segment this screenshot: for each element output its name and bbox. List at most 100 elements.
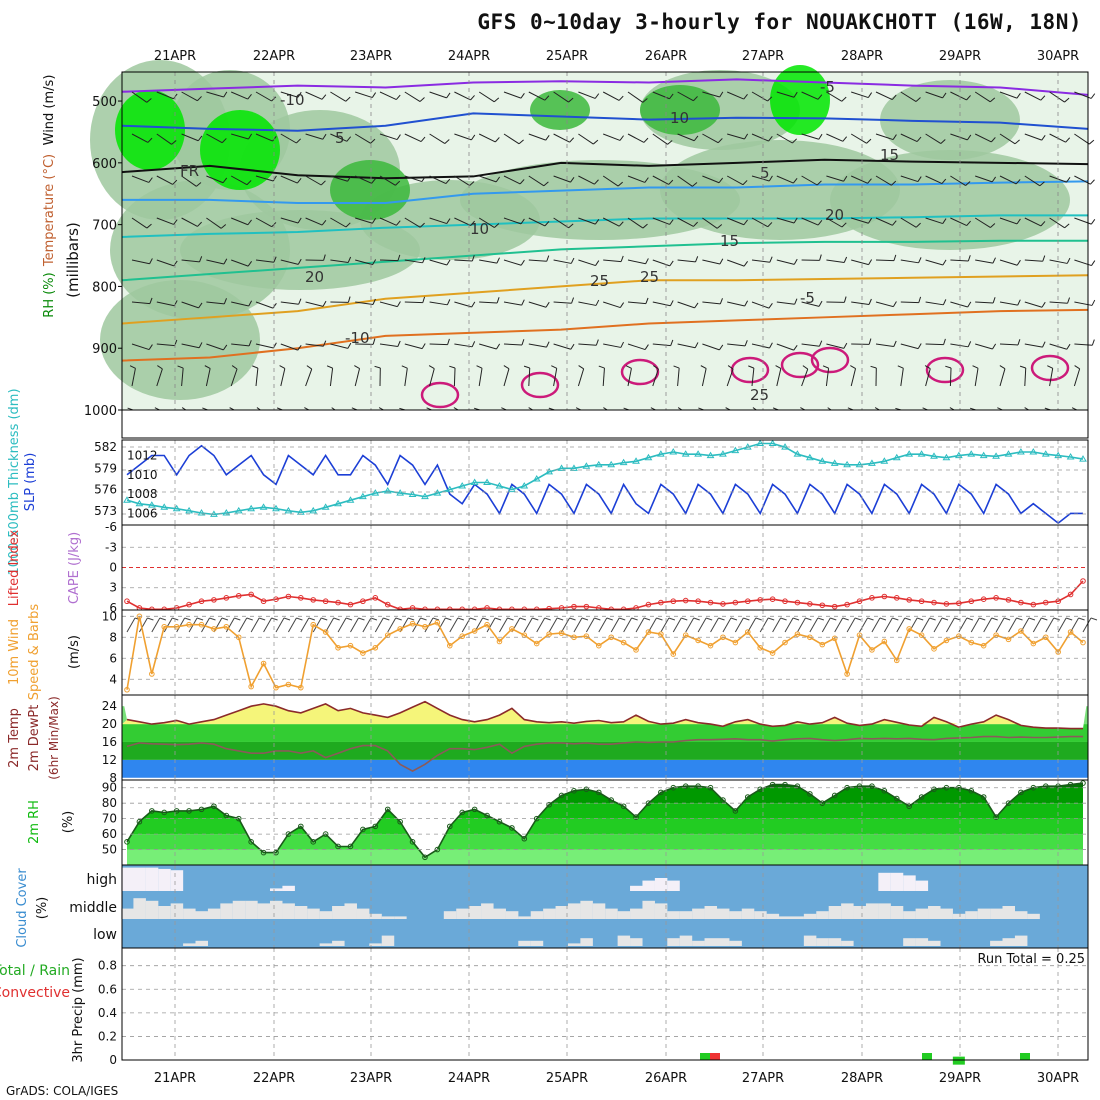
wind-barb	[126, 617, 136, 633]
wind-barb-flag	[470, 95, 475, 101]
wind-barb	[329, 368, 334, 387]
lifted-index-line-point	[260, 598, 267, 605]
wind-barb	[305, 91, 323, 100]
wind-barb	[330, 343, 348, 349]
wind-barb	[697, 617, 707, 633]
wind-barb-flag	[891, 180, 897, 186]
wind-barb	[305, 343, 324, 347]
wind-barb-flag	[308, 617, 315, 621]
rh-line-point	[658, 789, 664, 796]
wind-barb-flag	[719, 258, 724, 265]
wind-barb-flag	[967, 134, 972, 141]
wind-barb	[238, 617, 248, 633]
cloud-cell	[567, 903, 581, 919]
temperature-2m-panel: 24 20 16 12 8	[102, 694, 1089, 785]
rh-tick-label: 50	[102, 843, 117, 857]
wind-barb-flag	[495, 137, 500, 143]
wind-barb	[950, 343, 969, 348]
wind-barb-flag	[718, 177, 724, 184]
wind-tick-label: 4	[109, 672, 117, 686]
wind-barb-flag	[595, 260, 600, 266]
wind-barb	[503, 91, 522, 99]
rh-line-point	[136, 818, 143, 825]
wind-barb-flag	[842, 136, 848, 142]
wind-barb-flag	[223, 344, 228, 351]
wind-barb	[255, 368, 259, 387]
wind-barb-flag	[972, 365, 979, 369]
wind-barb	[528, 259, 547, 262]
wind-barb-flag	[247, 260, 253, 267]
thickness-line-point	[805, 453, 814, 461]
wind-barb	[776, 301, 795, 305]
lifted-index-line-point	[1018, 599, 1024, 606]
thickness-line-point	[545, 467, 554, 475]
thickness-line-point	[408, 490, 417, 498]
cloud-cell	[158, 906, 171, 919]
cloud-cell	[654, 878, 668, 891]
wind-barb-flag	[279, 365, 286, 369]
wind-barb	[801, 91, 819, 100]
cloud-cell	[356, 908, 370, 919]
wind-barb-flag	[184, 617, 191, 621]
wind-barb	[548, 617, 558, 633]
wind-speed-line-point	[794, 631, 801, 637]
wind-barb	[672, 617, 682, 633]
wind-barb-flag	[326, 365, 333, 369]
wind-barb-flag	[594, 218, 600, 225]
wind-barb-flag	[146, 98, 152, 103]
rh-axis-label: RH (%)	[42, 272, 57, 317]
wind-barb-flag	[841, 96, 847, 102]
cloud-cell	[1002, 906, 1016, 919]
wind-barb	[355, 259, 373, 266]
wind-barb	[156, 175, 173, 185]
rh-line-point	[993, 814, 999, 820]
date-label-bottom: 23APR	[350, 1071, 392, 1086]
wind-barb	[205, 368, 211, 387]
wind-barb-flag	[1064, 97, 1070, 103]
wind-barb	[933, 617, 943, 633]
wind-barb	[503, 175, 521, 185]
wind-barb-flag	[1091, 299, 1096, 306]
wind-barb-flag	[147, 137, 153, 143]
wind-barb-flag	[199, 256, 203, 263]
temperature-2m-panel-body	[122, 695, 1088, 778]
wind-barb	[429, 133, 446, 144]
wind-barb	[875, 133, 894, 141]
cloud-cell	[1027, 913, 1040, 919]
wind-barb-flag	[149, 258, 153, 264]
wind-barb-flag	[298, 298, 302, 305]
wind-barb-flag	[157, 365, 163, 370]
wind-barb-flag	[893, 254, 897, 261]
wind-barb-flag	[296, 178, 302, 184]
upper-air-gap	[121, 409, 1089, 439]
wind-barb	[801, 175, 818, 186]
thickness-line-point	[1029, 448, 1038, 455]
wind-barb	[250, 617, 260, 633]
wind-barb-flag	[918, 257, 922, 264]
wind-speed-line-point	[943, 637, 950, 644]
wind-barb	[231, 301, 249, 307]
wind-barb	[759, 617, 769, 633]
wind-barb-flag	[221, 617, 229, 621]
wind-barb-flag	[545, 134, 550, 141]
cloud-cell	[307, 908, 320, 919]
wind-barb	[999, 91, 1018, 99]
date-label-bottom: 21APR	[154, 1071, 196, 1086]
contour-label: 20	[305, 268, 324, 286]
date-label-top: 21APR	[154, 49, 196, 64]
cape-axis-label: CAPE (J/kg)	[67, 532, 82, 604]
dewpoint-line	[126, 735, 1083, 773]
wind-speed-line-point	[372, 644, 379, 651]
wind-speed-line-point	[769, 650, 776, 656]
wind-barb-flag	[1065, 137, 1071, 143]
lifted-index-line-point	[1067, 591, 1074, 598]
thickness-line-point	[781, 443, 789, 450]
wind-barb-flag	[196, 182, 202, 187]
wind-barb	[1008, 617, 1017, 633]
cloud-cell	[170, 870, 184, 891]
wind-barb	[404, 343, 423, 350]
wind-barb	[950, 301, 968, 308]
wind-barb-flag	[1066, 176, 1071, 183]
wind-barb	[206, 259, 225, 265]
precip-panel-background	[122, 948, 1088, 1060]
